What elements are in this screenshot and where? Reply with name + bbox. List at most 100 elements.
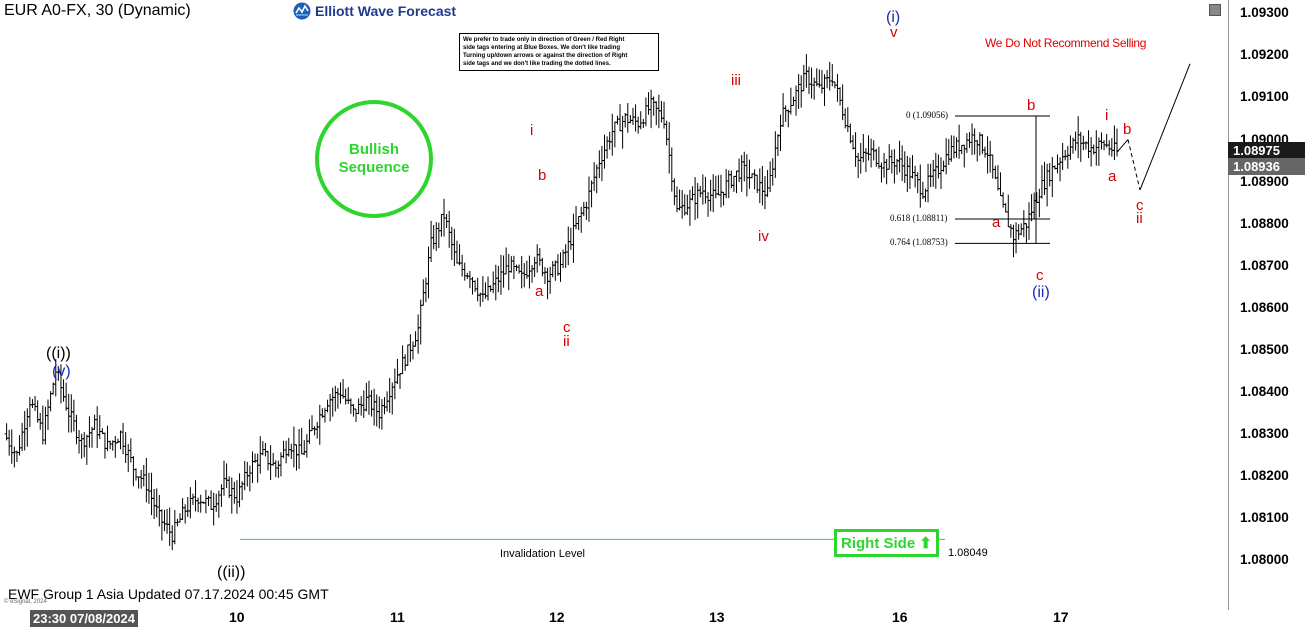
ohlc-bar [405, 344, 410, 366]
ohlc-bar [962, 144, 967, 168]
ohlc-bar [22, 410, 27, 451]
ohlc-bar [814, 68, 819, 87]
ohlc-bar [563, 244, 568, 268]
ohlc-bar [718, 174, 723, 208]
ohlc-bar [470, 276, 475, 295]
y-tick-label: 1.09200 [1240, 47, 1289, 63]
ohlc-bar [214, 493, 219, 512]
ohlc-bar [131, 456, 136, 487]
ohlc-bar [667, 122, 672, 174]
ohlc-bar [491, 271, 496, 294]
ohlc-bar [558, 252, 563, 282]
ohlc-bar [724, 168, 729, 199]
ohlc-bar [501, 255, 506, 288]
ohlc-bar [936, 154, 941, 179]
invalidation-label: Invalidation Level [500, 548, 586, 560]
ohlc-bar [897, 140, 902, 173]
y-tick-label: 1.09300 [1240, 5, 1289, 21]
ohlc-bar [315, 422, 320, 439]
ohlc-bar [819, 70, 824, 94]
ohlc-bar [190, 493, 195, 505]
ohlc-bar [1042, 161, 1047, 195]
invalidation-value: 1.08049 [948, 547, 988, 559]
ohlc-bar [620, 115, 625, 149]
ohlc-bar [273, 460, 278, 478]
ohlc-bar [317, 404, 322, 445]
ohlc-bar [584, 201, 589, 221]
ohlc-bar [625, 103, 630, 133]
ohlc-bar [669, 147, 674, 192]
ohlc-bar [954, 137, 959, 158]
ohlc-bar [17, 435, 22, 456]
ohlc-bar [698, 185, 703, 198]
ohlc-bar [108, 440, 113, 450]
ohlc-bar [830, 64, 835, 87]
ohlc-bar [102, 432, 107, 459]
ohlc-bar [838, 87, 843, 106]
wave-label: (ii) [1032, 284, 1050, 301]
ohlc-bar [568, 227, 573, 250]
ohlc-bar [1029, 194, 1034, 222]
ohlc-bar [959, 144, 964, 155]
ohlc-bar [92, 414, 97, 430]
projection-segment [1139, 63, 1191, 191]
ohlc-bar [149, 472, 154, 516]
selling-warning: We Do Not Recommend Selling [985, 36, 1147, 50]
ohlc-bar [61, 379, 66, 402]
ohlc-bar [227, 476, 232, 498]
notice-line: We prefer to trade only in direction of … [463, 36, 625, 43]
ohlc-bar [869, 138, 874, 168]
ohlc-bar [172, 510, 177, 545]
ohlc-bar [136, 476, 141, 489]
projection-segment [1127, 139, 1141, 191]
ohlc-bar [970, 123, 975, 155]
ohlc-bar [12, 446, 17, 468]
ohlc-bar [203, 489, 208, 514]
ohlc-bar [423, 277, 428, 303]
ohlc-bar [773, 131, 778, 178]
wave-label: i [1105, 107, 1109, 124]
ohlc-bar [592, 162, 597, 191]
ohlc-bar [9, 429, 14, 464]
ohlc-bar [1006, 194, 1011, 228]
ohlc-bar [341, 379, 346, 399]
ohlc-bar [175, 518, 180, 527]
ohlc-bar [87, 416, 92, 448]
ohlc-bar [1089, 137, 1094, 167]
ohlc-bar [835, 73, 840, 102]
right-side-label: Right Side [841, 535, 916, 552]
ohlc-bar [1008, 224, 1013, 238]
ohlc-bar [1047, 163, 1052, 187]
ohlc-bar [1063, 149, 1068, 161]
ohlc-bar [105, 425, 110, 452]
ohlc-bar [1094, 130, 1099, 166]
ohlc-bar [284, 440, 289, 464]
wave-label: b [1123, 121, 1132, 138]
ohlc-bar [1109, 138, 1114, 157]
ohlc-bar [398, 373, 403, 389]
ohlc-bar [812, 77, 817, 100]
ohlc-bar [338, 382, 343, 404]
ewf-logo-icon [293, 2, 311, 20]
ohlc-bar [123, 432, 128, 464]
ohlc-bar [649, 89, 654, 129]
ohlc-bar [162, 509, 167, 532]
ohlc-bar [659, 100, 664, 123]
ohlc-bar [682, 194, 687, 216]
ohlc-bar [361, 390, 366, 418]
ohlc-bar [379, 399, 384, 430]
wave-label: a [535, 283, 544, 300]
brand-name: Elliott Wave Forecast [315, 3, 457, 19]
ohlc-bar [188, 487, 193, 519]
panel-toggle-icon[interactable] [1209, 4, 1221, 16]
ohlc-bar [672, 178, 677, 206]
price-axis[interactable] [1228, 0, 1305, 610]
ohlc-bar [144, 457, 149, 503]
y-tick-label: 1.09100 [1240, 89, 1289, 105]
ohlc-bar [848, 123, 853, 144]
ohlc-bar [330, 387, 335, 417]
ohlc-bar [1086, 130, 1091, 159]
ohlc-bar [680, 190, 685, 219]
ohlc-bar [234, 480, 239, 514]
